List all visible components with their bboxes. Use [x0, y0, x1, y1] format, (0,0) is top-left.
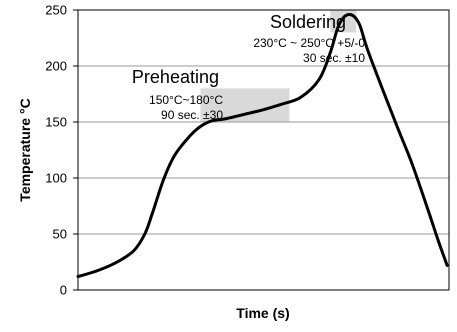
series-layer [76, 12, 449, 279]
ticks-layer: 0 50 100 150 200 250 [45, 3, 78, 298]
soldering-title: Soldering [270, 12, 346, 32]
y-axis-title: Temperature °C [17, 98, 33, 201]
preheating-duration: 90 sec. ±30 [161, 108, 223, 122]
plot-frame [77, 9, 450, 291]
y-tick-label-0: 0 [60, 283, 67, 298]
y-tick-label-250: 250 [45, 3, 67, 18]
y-tick-label-150: 150 [45, 115, 67, 130]
preheating-temp-range: 150°C~180°C [149, 93, 223, 107]
y-tick-label-50: 50 [53, 227, 67, 242]
y-tick-label-100: 100 [45, 171, 67, 186]
y-tick-label-200: 200 [45, 59, 67, 74]
soldering-temp-range: 230°C ~ 250°C +5/-0 [253, 36, 365, 50]
x-axis-title: Time (s) [236, 305, 289, 321]
temperature-profile-line [76, 12, 449, 279]
grid-layer [78, 65, 449, 235]
preheating-title: Preheating [132, 67, 219, 87]
soldering-duration: 30 sec. ±10 [303, 51, 365, 65]
